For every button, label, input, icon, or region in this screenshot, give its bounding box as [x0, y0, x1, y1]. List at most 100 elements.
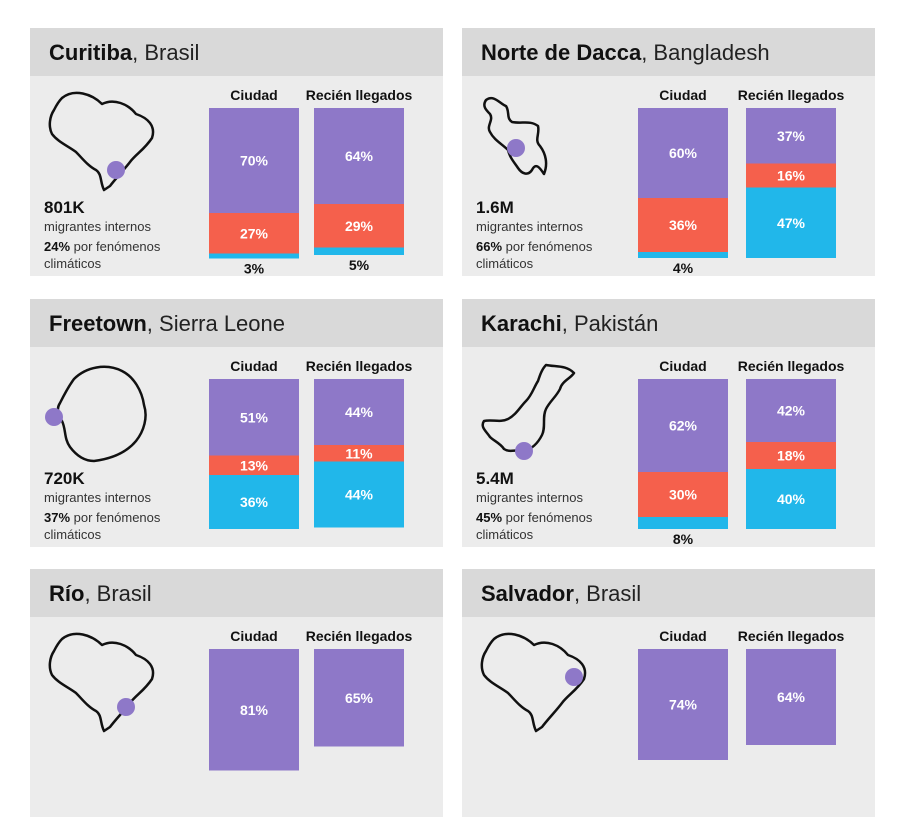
card-title: Freetown, Sierra Leone — [49, 311, 285, 337]
red-segment — [209, 213, 299, 254]
segment-value-label: 44% — [345, 487, 374, 503]
climate-pct: 24% — [44, 239, 71, 254]
segment-value-label: 44% — [345, 404, 374, 420]
blue-segment — [314, 247, 404, 255]
location-dot-icon — [117, 698, 135, 716]
card-title: Río, Brasil — [49, 581, 152, 607]
climate-pct: 66% — [476, 239, 503, 254]
city-card-freetown: Freetown, Sierra Leone 720K migrantes in… — [30, 299, 443, 547]
climate-label: por fenómenos climáticos — [476, 510, 593, 542]
segment-value-label: 11% — [345, 445, 373, 461]
country-name: , Brasil — [84, 581, 152, 606]
migrants-value: 5.4M — [476, 469, 514, 488]
stacked-bar-chart: Ciudad 60% 36% 4% Recién llegados 37% 16% 47% — [638, 87, 845, 276]
segment-value-label: 3% — [244, 261, 265, 277]
segment-value-label: 64% — [777, 689, 806, 705]
country-name: , Brasil — [132, 40, 200, 65]
migrants-label: migrantes internos — [44, 490, 151, 505]
segment-value-label: 16% — [777, 168, 806, 184]
column-label: Recién llegados — [306, 87, 413, 103]
red-segment — [746, 163, 836, 188]
segment-value-label: 29% — [345, 218, 374, 234]
location-dot-icon — [107, 161, 125, 179]
blue-segment — [746, 187, 836, 258]
bangladesh-outline-icon — [483, 96, 548, 176]
segment-value-label: 47% — [777, 215, 806, 231]
city-name: Karachi — [481, 311, 562, 336]
pakistan-outline-icon — [481, 363, 576, 460]
segment-value-label: 30% — [669, 487, 698, 503]
migrants-label: migrantes internos — [44, 219, 151, 234]
stacked-bar-chart: Ciudad 74% Recién llegados 64% — [638, 628, 845, 760]
city-name: Norte de Dacca — [481, 40, 642, 65]
red-segment — [209, 455, 299, 475]
city-card-salvador: Salvador, Brasil Ciudad 74% Recién llegado… — [462, 569, 875, 817]
country-name: , Pakistán — [561, 311, 659, 336]
sierra-leone-outline-icon — [45, 365, 147, 463]
purple-segment — [314, 108, 404, 204]
purple-segment — [209, 108, 299, 213]
segment-value-label: 65% — [345, 690, 374, 706]
segment-value-label: 13% — [240, 457, 269, 473]
segment-value-label: 60% — [669, 145, 698, 161]
segment-value-label: 64% — [345, 148, 374, 164]
country-name: , Sierra Leone — [146, 311, 285, 336]
segment-value-label: 70% — [240, 153, 269, 169]
column-label: Ciudad — [659, 87, 706, 103]
blue-segment — [209, 253, 299, 259]
climate-share: 45% por fenómenos climáticos — [476, 509, 636, 543]
city-card-karachi: Karachi, Pakistán 5.4M migrantes interno… — [462, 299, 875, 547]
column-label: Recién llegados — [306, 358, 413, 374]
segment-value-label: 36% — [669, 217, 698, 233]
segment-value-label: 74% — [669, 697, 698, 713]
column-label: Recién llegados — [738, 628, 845, 644]
card-header: Río, Brasil — [30, 569, 443, 617]
segment-value-label: 8% — [673, 531, 694, 547]
migrants-label: migrantes internos — [476, 490, 583, 505]
segment-value-label: 5% — [349, 257, 370, 273]
location-dot-icon — [45, 408, 63, 426]
segment-value-label: 42% — [777, 403, 806, 419]
red-segment — [638, 198, 728, 252]
country-name: , Brasil — [573, 581, 642, 606]
city-name: Freetown — [49, 311, 147, 336]
stacked-bar-chart: Ciudad 51% 13% 36% Recién llegados 44% 11% 44% — [209, 358, 413, 529]
location-dot-icon — [507, 139, 525, 157]
city-card-rio: Río, Brasil Ciudad 81% Recién llegados 65% — [30, 569, 443, 817]
city-name: Salvador — [481, 581, 574, 606]
climate-share: 37% por fenómenos climáticos — [44, 509, 204, 543]
card-title: Salvador, Brasil — [481, 581, 641, 607]
blue-segment — [314, 461, 404, 528]
red-segment — [314, 445, 404, 462]
card-title: Karachi, Pakistán — [481, 311, 658, 337]
climate-label: por fenómenos climáticos — [44, 510, 161, 542]
purple-segment — [638, 108, 728, 198]
segment-value-label: 51% — [240, 409, 269, 425]
red-segment — [314, 204, 404, 248]
segment-value-label: 81% — [240, 702, 269, 718]
red-segment — [746, 442, 836, 469]
city-card-curitiba: Curitiba, Brasil 801K migrantes internos… — [30, 28, 443, 276]
column-label: Ciudad — [659, 358, 706, 374]
column-label: Ciudad — [230, 358, 277, 374]
stacked-bar-chart: Ciudad 70% 27% 3% Recién llegados 64% 29% 5% — [209, 87, 413, 277]
column-label: Recién llegados — [738, 87, 845, 103]
column-label: Recién llegados — [306, 628, 413, 644]
stacked-bar-chart: Ciudad 81% Recién llegados 65% — [209, 628, 413, 771]
migrants-value: 1.6M — [476, 198, 514, 217]
card-title: Norte de Dacca, Bangladesh — [481, 40, 770, 66]
segment-value-label: 27% — [240, 225, 269, 241]
purple-segment — [638, 379, 728, 472]
blue-segment — [209, 475, 299, 529]
city-name: Curitiba — [49, 40, 133, 65]
climate-label: por fenómenos climáticos — [44, 239, 161, 271]
column-label: Ciudad — [230, 628, 277, 644]
purple-segment — [746, 108, 836, 164]
climate-label: por fenómenos climáticos — [476, 239, 593, 271]
country-name: , Bangladesh — [641, 40, 770, 65]
card-header: Norte de Dacca, Bangladesh — [462, 28, 875, 76]
column-label: Ciudad — [230, 87, 277, 103]
climate-share: 66% por fenómenos climáticos — [476, 238, 636, 272]
blue-segment — [638, 517, 728, 529]
climate-pct: 45% — [476, 510, 503, 525]
